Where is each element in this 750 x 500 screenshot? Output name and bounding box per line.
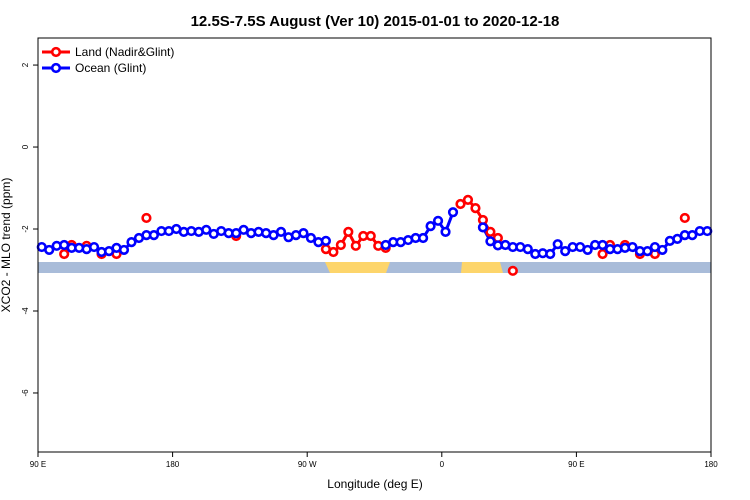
x-tick-label: 180 xyxy=(704,460,718,469)
plot-area xyxy=(36,194,713,276)
data-point xyxy=(642,246,653,257)
data-point xyxy=(702,225,713,237)
data-point xyxy=(462,194,474,206)
y-tick-label: -4 xyxy=(21,307,30,315)
data-point xyxy=(470,203,481,214)
data-point xyxy=(418,232,429,244)
data-point xyxy=(552,239,563,250)
y-tick-label: -2 xyxy=(21,225,30,233)
data-point xyxy=(350,240,361,251)
data-point xyxy=(343,226,354,237)
plot-frame xyxy=(37,37,712,453)
data-point xyxy=(485,236,496,247)
data-point xyxy=(687,230,698,241)
legend-marker xyxy=(50,62,62,74)
data-point xyxy=(440,226,451,237)
data-point xyxy=(201,224,212,235)
data-point xyxy=(425,221,436,232)
data-point xyxy=(455,198,466,210)
data-point xyxy=(126,237,137,248)
data-point xyxy=(365,230,376,242)
data-point xyxy=(597,248,608,260)
data-point xyxy=(507,265,518,276)
x-axis-label: Longitude (deg E) xyxy=(327,477,422,491)
data-point xyxy=(485,226,496,237)
data-point xyxy=(477,222,489,233)
data-point xyxy=(335,239,346,251)
data-point xyxy=(44,244,55,256)
data-point xyxy=(657,244,668,256)
legend-label: Ocean (Glint) xyxy=(75,61,146,75)
data-point xyxy=(320,235,331,247)
data-point xyxy=(148,230,160,241)
data-point xyxy=(432,215,444,226)
data-point xyxy=(545,248,556,260)
land-patch xyxy=(461,262,503,273)
data-point xyxy=(298,228,309,239)
x-tick-label: 0 xyxy=(440,460,445,469)
data-point xyxy=(88,241,100,253)
data-point xyxy=(447,207,459,218)
y-tick-label: -6 xyxy=(21,389,30,397)
y-tick-label: 0 xyxy=(21,144,30,149)
legend-label: Land (Nadir&Glint) xyxy=(75,45,174,59)
x-tick-label: 90 W xyxy=(298,460,317,469)
y-axis-label: XCO2 - MLO trend (ppm) xyxy=(0,178,13,313)
data-point xyxy=(522,243,533,255)
data-point xyxy=(141,212,152,224)
data-point xyxy=(560,246,571,257)
legend-marker xyxy=(50,46,62,58)
data-point xyxy=(305,232,317,244)
x-tick-label: 180 xyxy=(166,460,180,469)
data-point xyxy=(275,226,287,237)
data-point xyxy=(679,212,690,224)
land-patch xyxy=(325,262,390,273)
data-point xyxy=(59,248,70,260)
data-point xyxy=(118,244,130,256)
y-tick-label: 2 xyxy=(21,62,30,67)
x-tick-label: 90 E xyxy=(30,460,46,469)
chart-title: 12.5S-7.5S August (Ver 10) 2015-01-01 to… xyxy=(191,13,560,30)
data-point xyxy=(328,246,339,258)
x-tick-label: 90 E xyxy=(568,460,584,469)
data-point xyxy=(582,244,593,256)
data-point xyxy=(627,241,638,253)
data-point xyxy=(597,239,608,251)
land-mask-band xyxy=(38,262,711,273)
data-point xyxy=(672,233,683,244)
